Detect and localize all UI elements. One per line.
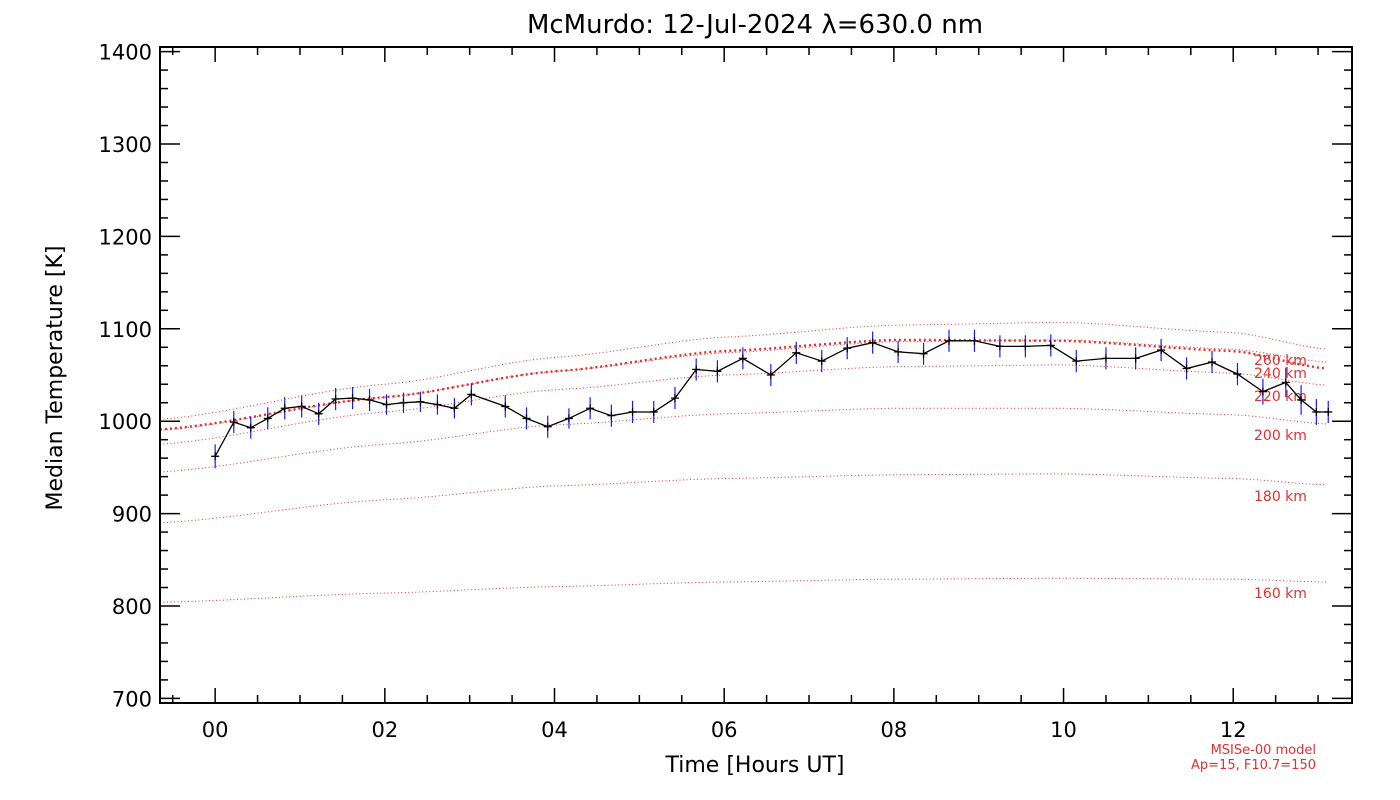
data-point — [1281, 378, 1290, 387]
data-point — [365, 395, 374, 404]
data-point — [246, 423, 255, 432]
data-point — [843, 344, 852, 353]
data-point — [713, 367, 722, 376]
data-point — [607, 411, 616, 420]
data-point — [467, 390, 476, 399]
data-point — [348, 394, 357, 403]
model-curve — [159, 473, 1327, 524]
data-point — [919, 349, 928, 358]
model-curve — [159, 364, 1327, 445]
model-note-line1: MSISe-00 model — [1211, 743, 1316, 758]
data-point — [416, 397, 425, 406]
x-tick-label: 12 — [1220, 718, 1247, 742]
data-point — [450, 404, 459, 413]
data-point — [1021, 342, 1030, 351]
y-axis-label: Median Temperature [K] — [43, 246, 68, 511]
chart-title: McMurdo: 12-Jul-2024 λ=630.0 nm — [527, 10, 983, 40]
model-curve — [159, 407, 1327, 473]
data-point — [1157, 346, 1166, 355]
data-point — [211, 452, 220, 461]
y-tick-label: 1000 — [99, 410, 152, 434]
data-point — [894, 347, 903, 356]
data-point — [280, 404, 289, 413]
plot-frame — [159, 46, 1353, 704]
data-point — [1324, 407, 1333, 416]
y-tick-label: 900 — [112, 503, 152, 527]
y-tick-label: 1400 — [99, 41, 152, 65]
data-point — [1208, 358, 1217, 367]
data-point — [868, 338, 877, 347]
data-point — [995, 342, 1004, 351]
model-curve-label: 220 km — [1254, 389, 1307, 405]
x-tick-label: 00 — [202, 718, 229, 742]
data-point — [649, 407, 658, 416]
x-axis-label: Time [Hours UT] — [665, 753, 845, 778]
data-point — [817, 357, 826, 366]
data-point — [522, 414, 531, 423]
data-point — [501, 402, 510, 411]
data-point — [297, 402, 306, 411]
model-curve-label: 160 km — [1254, 586, 1307, 602]
y-tick-label: 1200 — [99, 225, 152, 249]
data-point — [970, 336, 979, 345]
data-point — [766, 371, 775, 379]
x-tick-label: 10 — [1050, 718, 1077, 742]
x-tick-label: 06 — [711, 718, 738, 742]
data-point — [564, 414, 573, 423]
data-point — [229, 418, 238, 427]
data-point — [945, 336, 954, 345]
x-tick-label: 08 — [880, 718, 907, 742]
model-curve — [159, 321, 1327, 420]
data-point — [628, 407, 637, 416]
model-curve — [159, 577, 1327, 603]
data-point — [263, 414, 272, 423]
data-point — [1101, 354, 1110, 363]
x-tick-label: 04 — [541, 718, 568, 742]
fit-curve — [159, 338, 1327, 431]
data-point — [738, 354, 747, 363]
series-line — [214, 340, 1329, 457]
model-note-line2: Ap=15, F10.7=150 — [1191, 758, 1316, 773]
y-tick-label: 1100 — [99, 318, 152, 342]
data-point — [792, 348, 801, 357]
data-point — [382, 400, 391, 409]
y-tick-label: 700 — [112, 687, 152, 711]
model-curve-label: 260 km — [1254, 353, 1307, 369]
data-point — [331, 395, 340, 404]
data-point — [1258, 387, 1267, 396]
data-point — [543, 422, 552, 431]
data-point — [692, 365, 701, 374]
data-point — [1131, 354, 1140, 363]
data-point — [399, 398, 408, 407]
model-curve-label: 180 km — [1254, 489, 1307, 505]
data-point — [1312, 407, 1321, 416]
data-point — [586, 404, 595, 413]
x-tick-label: 02 — [371, 718, 398, 742]
data-point — [314, 409, 323, 418]
data-point — [1046, 341, 1055, 350]
data-point — [1072, 357, 1081, 366]
model-curve-label: 200 km — [1254, 428, 1307, 444]
y-tick-label: 800 — [112, 595, 152, 619]
data-point — [1233, 370, 1242, 379]
data-point — [670, 394, 679, 403]
model-curve-label: 240 km — [1254, 366, 1307, 382]
y-tick-label: 1300 — [99, 133, 152, 157]
data-point — [433, 400, 442, 409]
data-point — [1182, 364, 1191, 373]
data-point — [1297, 395, 1306, 404]
